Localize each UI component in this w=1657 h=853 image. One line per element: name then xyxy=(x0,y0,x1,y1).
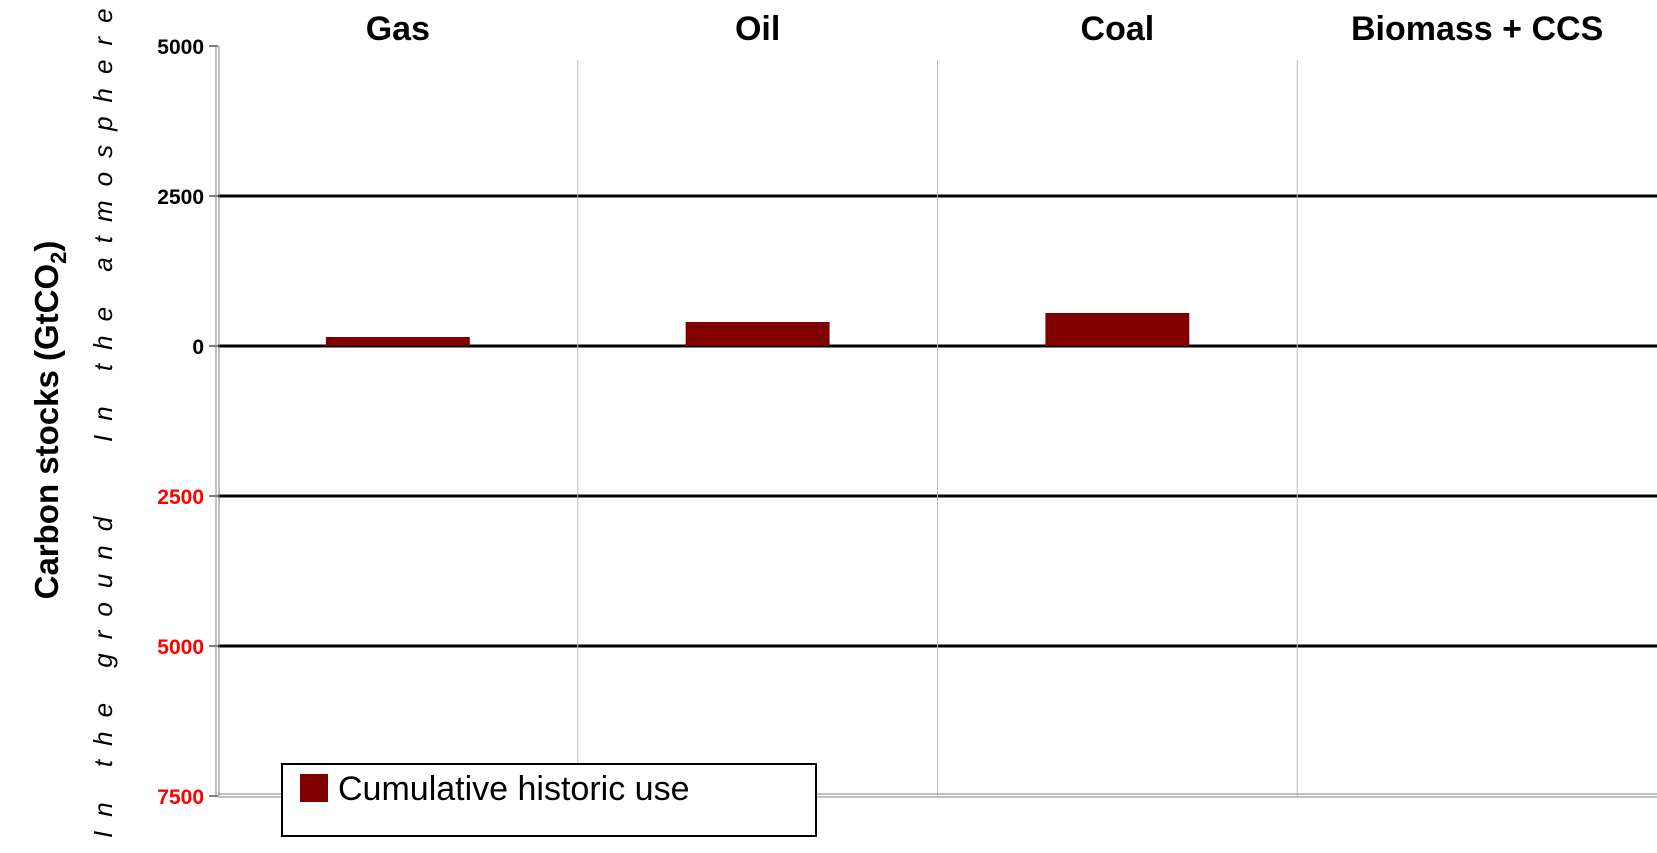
y-axis-title-close: ) xyxy=(28,241,65,252)
y-axis xyxy=(209,45,1657,798)
category-label: Biomass + CCS xyxy=(1351,10,1603,48)
bars xyxy=(325,313,1190,346)
y-tick-label: 2500 xyxy=(157,486,204,509)
y-tick-label: 7500 xyxy=(157,786,204,809)
legend-entry: Cumulative historic use xyxy=(338,770,689,808)
y-axis-title: Carbon stocks (GtCO2) xyxy=(28,241,71,600)
category-label: Coal xyxy=(1081,10,1155,48)
category-separators xyxy=(577,60,1298,796)
category-label: Oil xyxy=(735,10,780,48)
legend-swatch xyxy=(300,774,328,802)
y-tick-label: 5000 xyxy=(157,636,204,659)
upper-region-label: In the atmosphere xyxy=(88,0,118,442)
y-axis-title-subscript: 2 xyxy=(46,252,71,264)
bar-gas xyxy=(325,337,470,346)
legend: Cumulative historic use xyxy=(281,763,817,837)
bar-coal xyxy=(1045,313,1190,346)
y-tick-label: 2500 xyxy=(157,186,204,209)
category-label: Gas xyxy=(366,10,430,48)
legend-box xyxy=(281,763,817,837)
y-tick-label: 5000 xyxy=(157,36,204,59)
y-tick-labels: 5000 2500 0 2500 5000 7500 xyxy=(157,36,204,809)
bar-oil xyxy=(685,322,830,346)
lower-region-label: In the ground xyxy=(88,503,118,838)
y-tick-label: 0 xyxy=(192,336,204,359)
y-axis-title-main: Carbon stocks (GtCO xyxy=(28,264,65,600)
category-labels: Gas Oil Coal Biomass + CCS xyxy=(366,10,1604,48)
